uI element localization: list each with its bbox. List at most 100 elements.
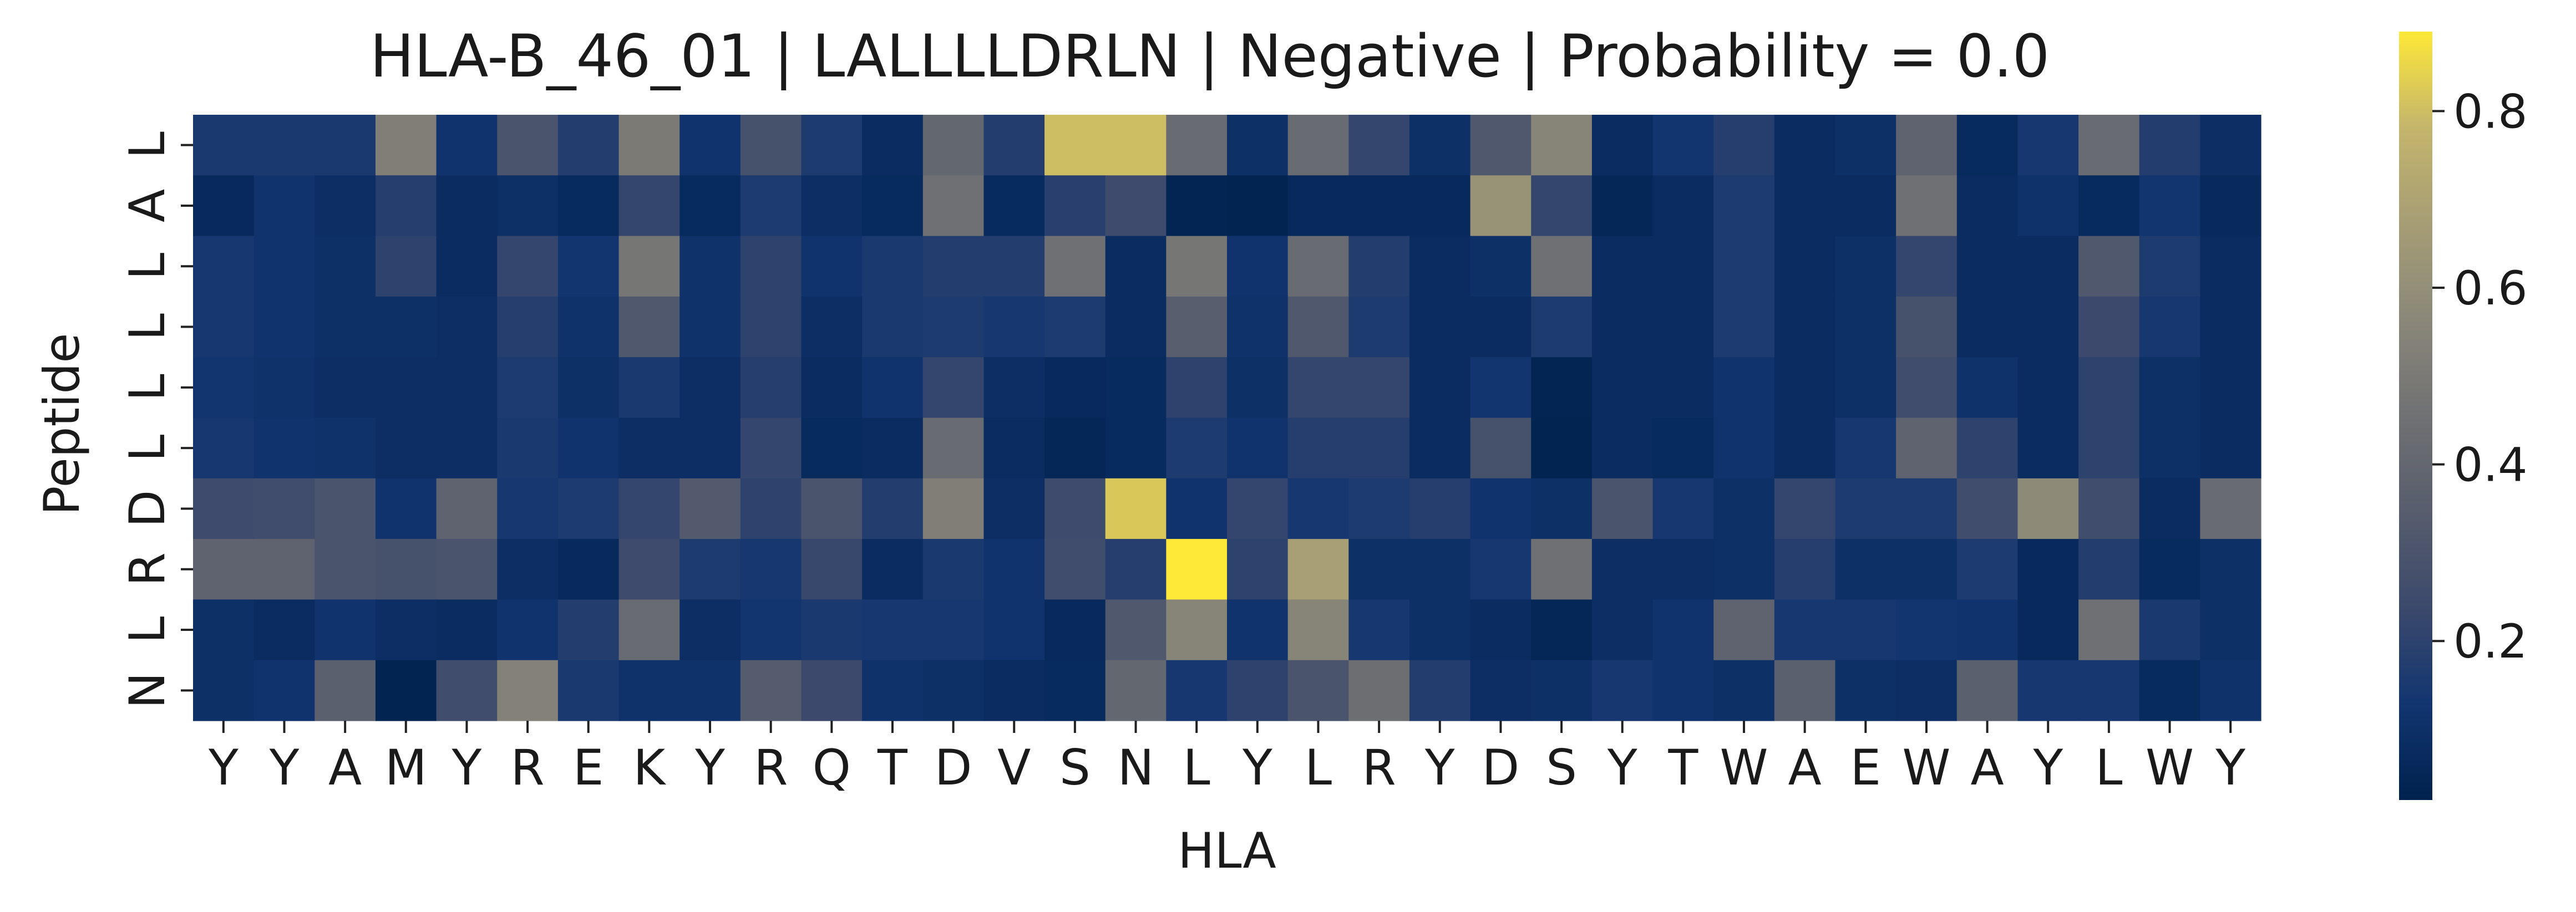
heatmap-cell (2017, 236, 2079, 297)
heatmap-cell (1896, 357, 1958, 419)
heatmap-cell (618, 660, 680, 721)
heatmap-cell (1835, 357, 1896, 419)
heatmap-cell (1409, 539, 1471, 600)
heatmap-cell (193, 357, 255, 419)
heatmap-cell (1044, 417, 1106, 479)
heatmap-cell (1227, 236, 1289, 297)
heatmap-cell (680, 357, 741, 419)
heatmap-cell (1713, 175, 1775, 237)
heatmap-cell (497, 417, 559, 479)
heatmap-cell (983, 296, 1045, 358)
heatmap-cell (1774, 175, 1836, 237)
heatmap-cell (2078, 478, 2140, 539)
heatmap-cell (983, 539, 1045, 600)
heatmap-cell (1774, 296, 1836, 358)
x-tick-label: Y (2215, 739, 2245, 796)
heatmap-cell (1896, 599, 1958, 661)
heatmap-cell (618, 175, 680, 237)
heatmap-cell (1348, 357, 1410, 419)
heatmap-cell (1105, 478, 1167, 539)
heatmap-cell (983, 175, 1045, 237)
heatmap-cell (1896, 539, 1958, 600)
heatmap-cell (1713, 478, 1775, 539)
heatmap-cell (1713, 357, 1775, 419)
heatmap-cell (1835, 236, 1896, 297)
heatmap-cell (436, 357, 498, 419)
heatmap-cell (618, 539, 680, 600)
colorbar-tick-label: 0.4 (2453, 438, 2528, 492)
heatmap-cell (2139, 478, 2200, 539)
heatmap-cell (1835, 539, 1896, 600)
y-tick-label: L (119, 435, 176, 462)
x-tick-label: V (997, 739, 1031, 796)
heatmap-cell (315, 478, 376, 539)
heatmap-cell (801, 660, 863, 721)
heatmap-cell (1531, 539, 1593, 600)
heatmap-cell (315, 236, 376, 297)
heatmap-cell (983, 478, 1045, 539)
heatmap-cell (862, 660, 924, 721)
heatmap-cell (557, 660, 620, 721)
heatmap-cell (1591, 175, 1654, 237)
y-tick-label: D (119, 490, 176, 528)
heatmap-cell (618, 417, 680, 479)
heatmap-cell (2139, 175, 2200, 237)
heatmap-cell (1652, 236, 1714, 297)
heatmap-cell (497, 296, 559, 358)
heatmap-cell (436, 115, 498, 176)
heatmap-cell (436, 236, 498, 297)
heatmap-cell (1166, 539, 1228, 600)
heatmap-cell (1652, 478, 1714, 539)
heatmap-cell (1470, 660, 1532, 721)
heatmap-cell (1287, 417, 1349, 479)
heatmap-cell (983, 660, 1045, 721)
heatmap-cell (315, 417, 376, 479)
x-tick-label: W (2146, 739, 2194, 796)
x-tick-label: Y (694, 739, 725, 796)
heatmap-cell (1166, 115, 1228, 176)
heatmap-cell (862, 236, 924, 297)
heatmap-cell (436, 175, 498, 237)
heatmap-cell (1470, 478, 1532, 539)
heatmap-cell (1409, 599, 1471, 661)
heatmap-cell (680, 175, 741, 237)
x-tick-label: K (633, 739, 666, 796)
heatmap-cell (2078, 660, 2140, 721)
x-tick-label: M (385, 739, 427, 796)
heatmap-cell (193, 660, 255, 721)
heatmap-cell (862, 599, 924, 661)
heatmap-cell (2139, 357, 2200, 419)
heatmap-cell (253, 175, 315, 237)
heatmap-cell (1531, 599, 1593, 661)
x-tick-label: T (877, 739, 908, 796)
y-axis-label: Peptide (33, 333, 90, 516)
heatmap-cell (2139, 660, 2200, 721)
heatmap-cell (1044, 175, 1106, 237)
heatmap-cell (1105, 236, 1167, 297)
heatmap-cell (983, 599, 1045, 661)
heatmap-cell (2017, 417, 2079, 479)
heatmap-cell (680, 599, 741, 661)
heatmap-cell (1956, 539, 2019, 600)
heatmap-cell (193, 599, 255, 661)
heatmap-cell (253, 296, 315, 358)
heatmap-cell (1470, 175, 1532, 237)
heatmap-cell (801, 599, 863, 661)
heatmap-cell (375, 115, 437, 176)
heatmap-cell (922, 236, 985, 297)
heatmap-cell (1531, 115, 1593, 176)
heatmap-cell (1044, 236, 1106, 297)
heatmap-cell (2200, 236, 2261, 297)
heatmap-cell (253, 539, 315, 600)
heatmap-cell (801, 539, 863, 600)
heatmap-cell (1227, 417, 1289, 479)
heatmap-cell (862, 296, 924, 358)
heatmap-cell (1348, 175, 1410, 237)
heatmap-cell (2078, 175, 2140, 237)
heatmap-cell (1287, 539, 1349, 600)
x-axis-label: HLA (1178, 822, 1276, 879)
heatmap-cell (1470, 357, 1532, 419)
heatmap-cell (1835, 175, 1896, 237)
heatmap-cell (1531, 478, 1593, 539)
heatmap-cell (1287, 236, 1349, 297)
